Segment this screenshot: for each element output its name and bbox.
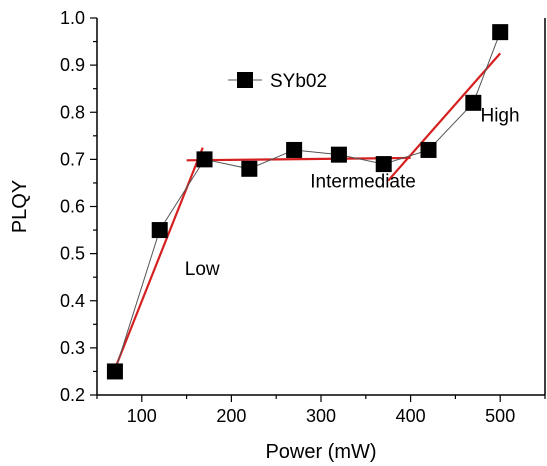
data-point [106, 363, 123, 380]
fit-line [115, 147, 204, 365]
x-tick-label: 200 [216, 406, 246, 426]
data-point [286, 141, 303, 158]
y-axis-title: PLQY [9, 180, 31, 233]
y-tick-label: 0.7 [60, 149, 85, 169]
annotations: Low Intermediate High [185, 106, 520, 280]
fit-line [186, 156, 411, 162]
y-tick-label: 0.4 [60, 291, 85, 311]
data-point [241, 160, 258, 177]
data-series [106, 24, 509, 380]
data-point [492, 24, 509, 41]
data-point [151, 222, 168, 239]
data-point [420, 141, 437, 158]
legend: SYb02 [228, 71, 327, 92]
y-tick-label: 0.8 [60, 102, 85, 122]
y-tick-label: 0.6 [60, 197, 85, 217]
x-axis-title: Power (mW) [265, 441, 376, 463]
x-tick-label: 100 [127, 406, 157, 426]
legend-marker [237, 72, 253, 88]
x-tick-label: 400 [396, 406, 426, 426]
axes: 100 200 300 400 500 0.2 0.3 0.4 0.5 0.6 0.7 0.8 0.9 1… [60, 8, 546, 426]
legend-label: SYb02 [270, 71, 327, 92]
y-tick-label: 0.3 [60, 338, 85, 358]
data-point [196, 151, 213, 168]
y-tick-label: 0.9 [60, 55, 85, 75]
data-point [330, 146, 347, 163]
series-line [114, 31, 501, 372]
y-tick-label: 0.5 [60, 244, 85, 264]
annotation-label: Low [185, 259, 220, 280]
y-tick-label: 1.0 [60, 8, 85, 28]
x-tick-label: 500 [485, 406, 515, 426]
fit-line [387, 52, 502, 182]
x-tick-label: 300 [306, 406, 336, 426]
data-point [375, 156, 392, 173]
y-tick-label: 0.2 [60, 385, 85, 405]
fit-lines [115, 52, 502, 365]
annotation-label: High [480, 106, 519, 127]
data-point [465, 94, 482, 111]
annotation-label: Intermediate [310, 172, 416, 193]
